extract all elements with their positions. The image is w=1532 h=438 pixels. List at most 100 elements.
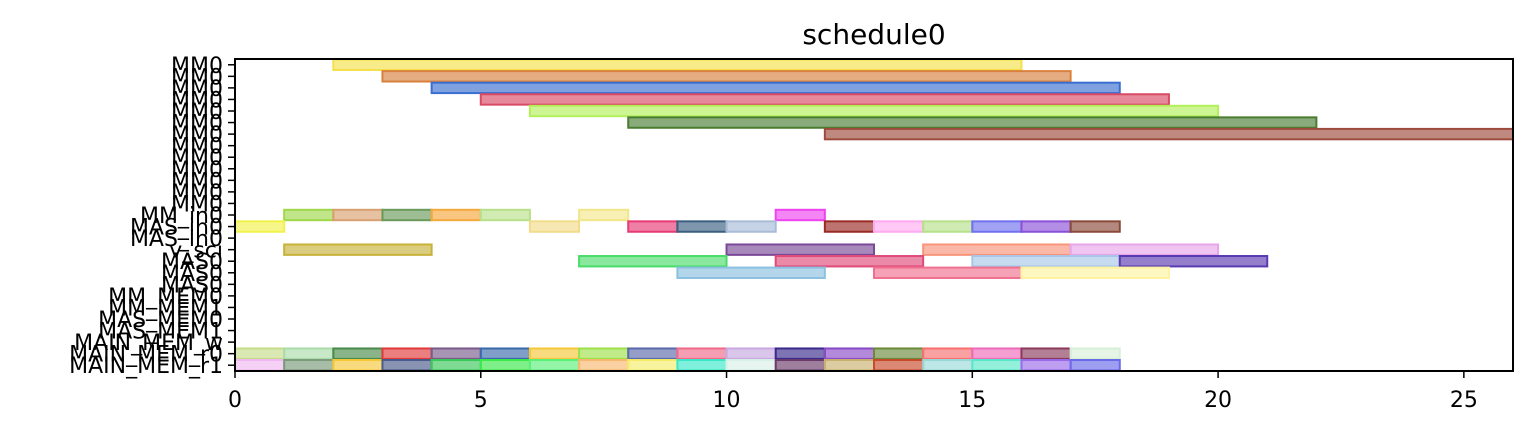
task-bar — [971, 347, 1023, 360]
task-bar — [725, 220, 777, 233]
task-bar — [430, 208, 482, 222]
task-bar — [1069, 243, 1220, 256]
y-axis: MM0MM0MM0MM0MM0MM0MM0MM0MM0MM0MM0MM0MM0M… — [69, 54, 235, 379]
x-tick-label: 10 — [713, 388, 741, 413]
task-bar — [430, 347, 482, 360]
task-bar — [578, 347, 630, 360]
task-bar — [725, 347, 777, 360]
task-bar — [234, 220, 286, 233]
x-tick-label: 0 — [228, 388, 242, 413]
task-bar — [1069, 359, 1121, 372]
y-tick-label: MAS0 — [161, 250, 223, 275]
task-bar — [922, 220, 974, 233]
y-tick-label: MM0 — [171, 123, 223, 148]
chart-title: schedule0 — [802, 18, 945, 51]
task-bar — [823, 359, 875, 372]
task-bar — [922, 243, 1072, 256]
task-bar — [676, 359, 728, 372]
task-bar — [479, 347, 531, 360]
y-tick-label: MAS_MEM0 — [98, 308, 223, 333]
y-tick-label: MAIN_MEM_r1 — [69, 354, 223, 379]
y-tick-label: MM0 — [171, 135, 223, 160]
task-bar — [1020, 347, 1072, 360]
task-bar — [676, 220, 728, 233]
y-tick-label: MAIN_MEM_w — [74, 331, 223, 356]
y-tick-label: MM0 — [171, 112, 223, 137]
x-tick-label: 25 — [1450, 388, 1478, 413]
task-bar — [332, 347, 384, 360]
y-tick-label: MAS0 — [161, 273, 223, 298]
y-tick-label: MAS_MEM1 — [98, 320, 223, 345]
plot-frame — [234, 58, 1514, 372]
task-bar — [774, 255, 925, 268]
task-bar — [627, 116, 1318, 129]
task-bar — [234, 359, 286, 372]
task-bar — [578, 255, 728, 268]
task-bar — [873, 266, 1023, 279]
task-bar — [332, 208, 384, 222]
task-bar — [283, 359, 335, 372]
task-bar — [1020, 220, 1072, 233]
y-tick-label: MM_in0 — [140, 204, 223, 229]
task-bar — [971, 359, 1023, 372]
x-tick-label: 5 — [474, 388, 488, 413]
task-bar — [479, 359, 531, 372]
task-bar — [627, 347, 679, 360]
task-bar — [283, 347, 335, 360]
task-bar — [430, 81, 1121, 95]
y-tick-label: MAS_in0 — [130, 216, 223, 241]
y-tick-label: v_sci — [169, 239, 223, 264]
y-tick-label: MM0 — [171, 65, 223, 90]
task-bar — [381, 359, 433, 372]
task-bar — [823, 127, 1514, 141]
y-tick-label: MM0 — [171, 169, 223, 194]
task-bar — [1020, 359, 1072, 372]
task-bar — [725, 359, 777, 372]
y-tick-label: MAS0 — [161, 262, 223, 287]
y-tick-label: MAIN_MEM_r0 — [69, 343, 223, 368]
task-bar — [1069, 347, 1121, 360]
task-bar — [922, 347, 974, 360]
y-tick-label: MM0 — [171, 192, 223, 217]
task-bar — [234, 347, 286, 360]
task-bar — [627, 220, 679, 233]
task-bar — [774, 359, 826, 372]
task-bar — [1020, 266, 1170, 279]
task-bar — [578, 208, 630, 222]
task-bar — [528, 359, 581, 372]
task-bars — [234, 58, 1514, 372]
task-bar — [479, 93, 1170, 106]
y-tick-label: MM0 — [171, 100, 223, 125]
task-bar — [873, 220, 925, 233]
x-axis: 0 5 10 15 20 25 — [228, 371, 1478, 413]
y-tick-label: MM0 — [171, 158, 223, 183]
task-bar — [381, 208, 433, 222]
task-bar — [381, 347, 433, 360]
y-tick-label: MM0 — [171, 146, 223, 171]
task-bar — [823, 220, 875, 233]
task-bar — [332, 359, 384, 372]
task-bar — [971, 255, 1121, 268]
x-tick-label: 20 — [1204, 388, 1232, 413]
task-bar — [676, 347, 728, 360]
task-bar — [332, 58, 1023, 71]
task-bar — [774, 208, 826, 222]
task-bar — [725, 243, 875, 256]
task-bar — [676, 266, 826, 279]
task-bar — [922, 359, 974, 372]
task-bar — [1069, 220, 1121, 233]
y-tick-label: MM_MEM0 — [108, 285, 223, 310]
task-bar — [873, 359, 925, 372]
task-bar — [1118, 255, 1269, 268]
task-bar — [774, 347, 826, 360]
task-bar — [381, 70, 1072, 83]
task-bar — [479, 208, 531, 222]
task-bar — [430, 359, 482, 372]
y-tick-label: MM0 — [171, 181, 223, 206]
task-bar — [528, 104, 1220, 118]
x-tick-label: 15 — [958, 388, 986, 413]
task-bar — [283, 243, 433, 256]
task-bar — [627, 359, 679, 372]
y-tick-label: MM0 — [171, 77, 223, 102]
